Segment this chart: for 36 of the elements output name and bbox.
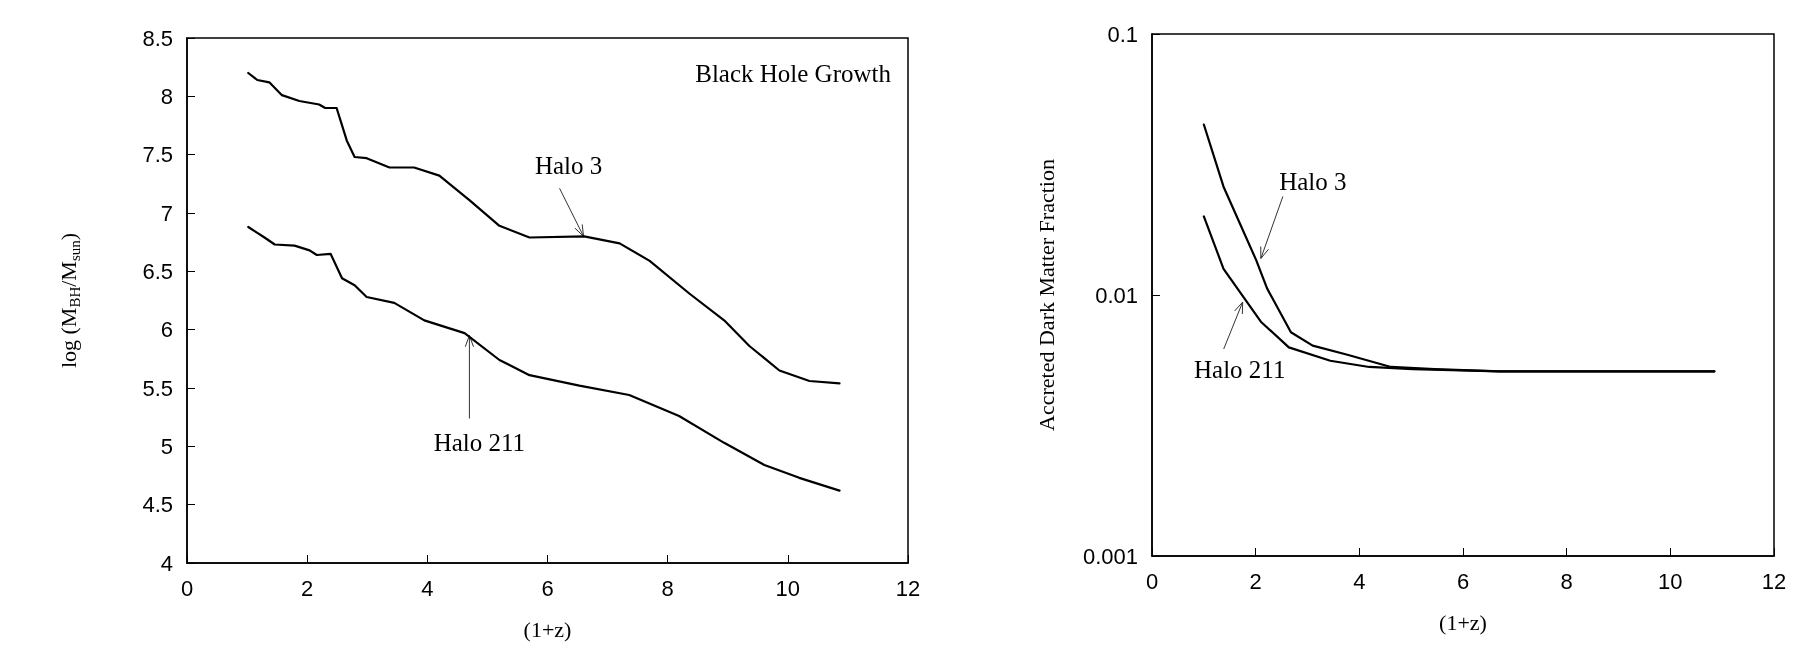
x-tick-label: 2 bbox=[1249, 568, 1262, 594]
x-tick-label: 4 bbox=[421, 575, 434, 601]
annotation: Halo 3 bbox=[1279, 167, 1347, 195]
y-tick-label: 0.01 bbox=[1095, 282, 1138, 308]
y-tick-label: 8.5 bbox=[142, 25, 173, 51]
y-tick-label: 0.001 bbox=[1082, 543, 1138, 569]
y-tick-label: 5.5 bbox=[142, 375, 173, 401]
x-tick-label: 0 bbox=[180, 575, 194, 601]
x-tick-label: 10 bbox=[1658, 568, 1683, 594]
x-tick-label: 4 bbox=[1353, 568, 1366, 594]
y-tick-label: 6.5 bbox=[142, 258, 173, 284]
x-tick-label: 0 bbox=[1145, 568, 1159, 594]
x-tick-label: 12 bbox=[1761, 568, 1787, 594]
text: Black Hole Growth bbox=[695, 60, 892, 87]
x-tick-label: 8 bbox=[661, 575, 674, 601]
y-tick-label: 7.5 bbox=[142, 142, 173, 168]
x-tick-label: 8 bbox=[1560, 568, 1573, 594]
y-tick-label: 0.1 bbox=[1107, 21, 1138, 47]
y-axis-title: Accreted Dark Matter Fraction bbox=[1033, 159, 1059, 431]
annotation: Halo 3 bbox=[534, 151, 603, 179]
x-tick-label: 6 bbox=[541, 575, 554, 601]
x-axis-title: (1+z) bbox=[1439, 609, 1487, 635]
y-tick-label: 6 bbox=[160, 317, 173, 343]
x-tick-label: 12 bbox=[895, 575, 921, 601]
y-tick-label: 4.5 bbox=[142, 492, 173, 518]
x-tick-label: 6 bbox=[1456, 568, 1470, 594]
y-tick-label: 7 bbox=[160, 200, 173, 226]
x-tick-label: 10 bbox=[775, 575, 801, 601]
y-tick-label: 8 bbox=[160, 83, 173, 109]
annotation: Halo 211 bbox=[433, 429, 526, 456]
y-tick-label: 4 bbox=[160, 550, 173, 576]
y-axis-title: log (MBH/Msun) bbox=[56, 232, 83, 369]
y-tick-label: 5 bbox=[160, 433, 173, 459]
annotation: Halo 211 bbox=[1194, 355, 1286, 383]
x-axis-title: (1+z) bbox=[523, 616, 572, 642]
x-tick-label: 2 bbox=[301, 575, 314, 601]
